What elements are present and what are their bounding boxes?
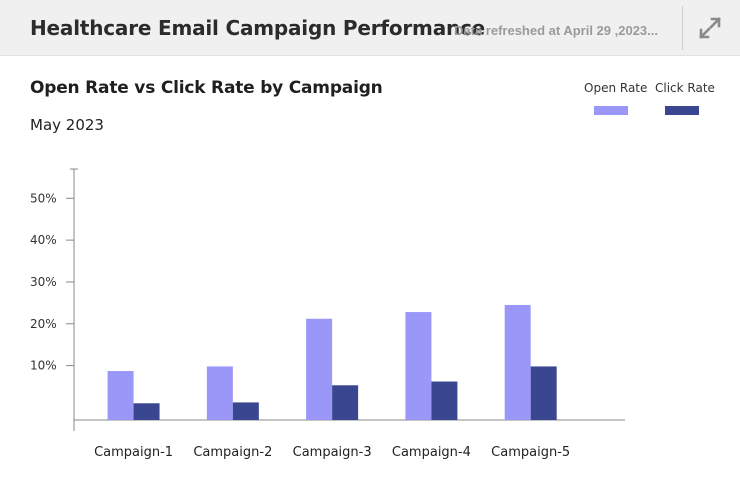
bar-click-rate-campaign-5[interactable] [530,366,557,420]
expand-icon [699,17,721,39]
legend-label-click-rate: Click Rate [655,81,715,95]
x-tick-label: Campaign-1 [94,445,173,460]
bar-open-rate-campaign-5[interactable] [504,304,531,420]
y-tick-label: 30% [30,275,57,289]
bar-open-rate-campaign-2[interactable] [206,366,233,420]
expand-button[interactable] [697,15,723,41]
y-tick-label: 50% [30,191,57,205]
bar-open-rate-campaign-1[interactable] [107,371,134,420]
bar-click-rate-campaign-3[interactable] [332,385,359,420]
y-tick-label: 40% [30,233,57,247]
chart-title: Open Rate vs Click Rate by Campaign [30,78,383,98]
y-tick-label: 10% [30,359,57,373]
chart-bars [107,304,557,420]
chart-card [0,57,740,495]
y-tick-label: 20% [30,317,57,331]
header-bar: Healthcare Email Campaign Performance Da… [0,0,740,56]
bar-click-rate-campaign-1[interactable] [133,403,160,420]
x-tick-label: Campaign-5 [491,445,570,460]
legend-label-open-rate: Open Rate [584,81,648,95]
header-divider [682,6,683,50]
x-tick-label: Campaign-2 [193,445,272,460]
bar-click-rate-campaign-4[interactable] [431,381,458,420]
chart-subtitle: May 2023 [30,116,104,134]
x-tick-label: Campaign-3 [293,445,372,460]
bar-click-rate-campaign-2[interactable] [232,402,259,420]
refresh-status: Data refreshed at April 29 ,2023... [454,23,659,38]
legend-swatch-open-rate [594,106,628,115]
bar-open-rate-campaign-4[interactable] [405,312,432,420]
chart-labels: 10% 20% 30% 40% 50% Campaign-1 Campaign-2 Campa… [30,191,570,460]
legend-swatch-click-rate [665,106,699,115]
x-tick-label: Campaign-4 [392,445,471,460]
page-title: Healthcare Email Campaign Performance [30,16,486,40]
bar-open-rate-campaign-3[interactable] [306,318,333,420]
